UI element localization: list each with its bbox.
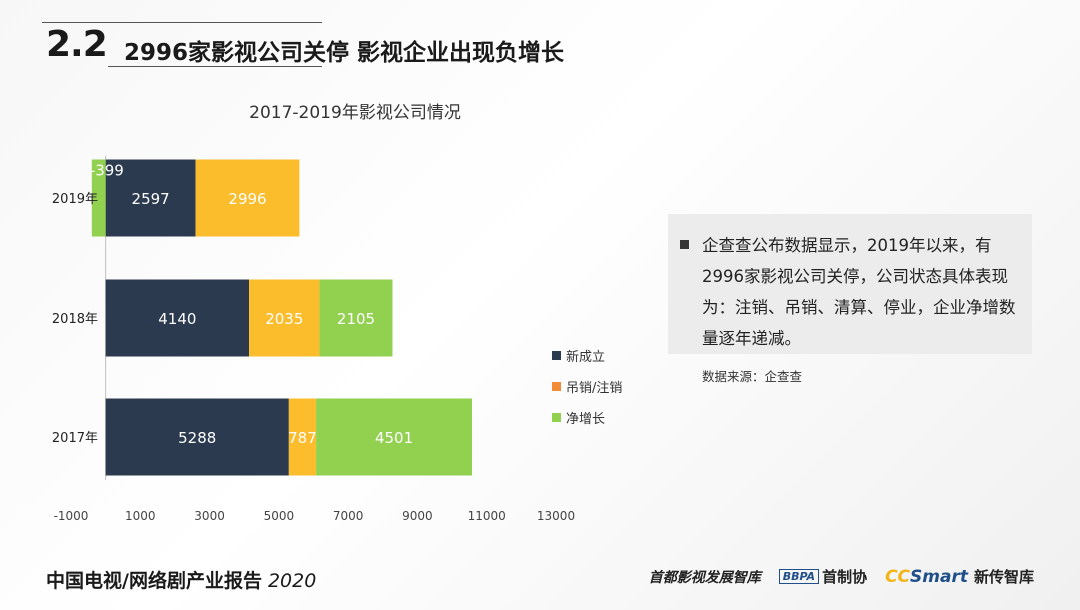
bbpa-text: 首制协 bbox=[822, 568, 868, 586]
category-label-2: 2018年 bbox=[52, 312, 98, 327]
bar-revoked-1 bbox=[195, 159, 300, 237]
legend-swatch-revoked bbox=[552, 382, 561, 391]
legend-swatch-net bbox=[552, 413, 561, 422]
report-title-text: 中国电视/网络剧产业报告 bbox=[46, 570, 262, 592]
x-tick-label-5: 7000 bbox=[333, 509, 364, 523]
bar-new-1 bbox=[105, 159, 196, 237]
legend-item-net: 净增长 bbox=[552, 402, 622, 433]
category-label-1: 2019年 bbox=[52, 192, 98, 207]
chart-title: 2017-2019年影视公司情况 bbox=[249, 103, 461, 123]
ccsmart-smart: Smart bbox=[910, 566, 968, 587]
data-label-new-2: 4140 bbox=[158, 310, 196, 328]
bullet-icon bbox=[680, 240, 689, 249]
data-label-net-3: 4501 bbox=[375, 429, 413, 447]
page-title: 2996家影视公司关停 影视企业出现负增长 bbox=[124, 40, 565, 66]
x-tick-label-7: 11000 bbox=[468, 509, 506, 523]
data-label-revoked-2: 2035 bbox=[265, 310, 303, 328]
bar-new-3 bbox=[105, 398, 289, 476]
x-tick-label-6: 9000 bbox=[402, 509, 433, 523]
x-tick-label-4: 5000 bbox=[264, 509, 295, 523]
data-label-net-2: 2105 bbox=[337, 310, 375, 328]
summary-text: 企查查公布数据显示，2019年以来，有2996家影视公司关停，公司状态具体表现为… bbox=[702, 236, 1016, 348]
data-label-revoked-1: 2996 bbox=[228, 190, 266, 208]
header-mid-rule bbox=[108, 66, 322, 67]
logo-bbpa: BBPA 首制协 bbox=[778, 566, 868, 587]
summary-textbox: 企查查公布数据显示，2019年以来，有2996家影视公司关停，公司状态具体表现为… bbox=[668, 214, 1032, 354]
chart-legend: 新成立 吊销/注销 净增长 bbox=[552, 340, 622, 433]
legend-label-net: 净增长 bbox=[566, 412, 606, 427]
data-label-net-1: -399 bbox=[90, 162, 124, 180]
bar-net-1 bbox=[91, 159, 106, 237]
bar-revoked-2 bbox=[249, 279, 320, 357]
x-tick-label-1: -1000 bbox=[54, 509, 89, 523]
report-title: 中国电视/网络剧产业报告 2020 bbox=[46, 566, 316, 593]
logo-capital-film-think-tank: 首都影视发展智库 bbox=[648, 569, 761, 586]
legend-item-revoked: 吊销/注销 bbox=[552, 371, 622, 402]
data-label-new-1: 2597 bbox=[132, 190, 170, 208]
data-source: 数据来源：企查查 bbox=[702, 369, 803, 384]
report-year: 2020 bbox=[267, 570, 317, 592]
x-tick-label-3: 3000 bbox=[194, 509, 225, 523]
data-label-new-3: 5288 bbox=[178, 429, 216, 447]
category-label-3: 2017年 bbox=[52, 431, 98, 446]
legend-item-new: 新成立 bbox=[552, 340, 622, 371]
logo-ccsmart: CC Smart 新传智库 bbox=[885, 566, 1034, 587]
legend-label-revoked: 吊销/注销 bbox=[566, 381, 623, 396]
bar-net-2 bbox=[319, 279, 393, 357]
bar-net-3 bbox=[316, 398, 473, 476]
ccsmart-text: 新传智库 bbox=[973, 568, 1034, 586]
ccsmart-cc: CC bbox=[885, 566, 911, 587]
data-label-revoked-3: 787 bbox=[288, 429, 317, 447]
section-number: 2.2 bbox=[46, 24, 108, 65]
bar-revoked-3 bbox=[288, 398, 317, 476]
legend-label-new: 新成立 bbox=[566, 350, 606, 365]
header-top-rule bbox=[42, 22, 322, 23]
x-tick-label-2: 1000 bbox=[125, 509, 156, 523]
x-tick-label-8: 13000 bbox=[537, 509, 575, 523]
bbpa-badge: BBPA bbox=[778, 569, 820, 584]
bar-new-2 bbox=[105, 279, 250, 357]
legend-swatch-new bbox=[552, 351, 561, 360]
footer-logos: 首都影视发展智库 BBPA 首制协 CC Smart 新传智库 bbox=[649, 566, 1034, 587]
